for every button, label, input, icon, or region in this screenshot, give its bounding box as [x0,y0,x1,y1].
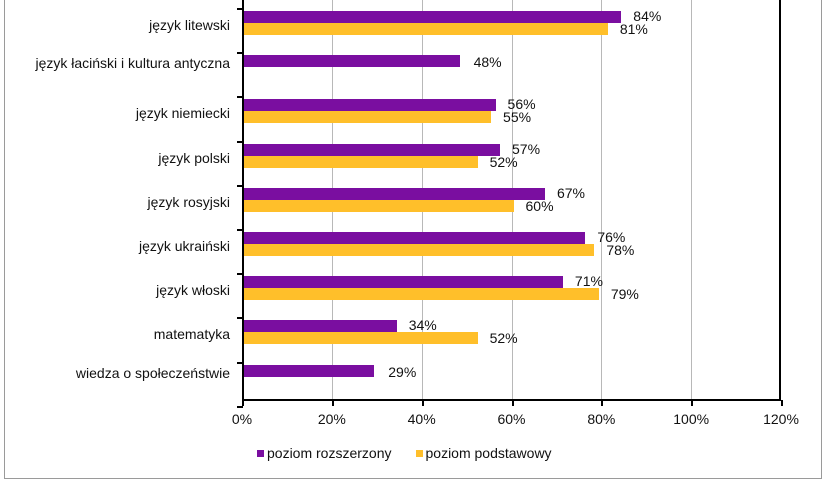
y-tick [237,273,243,276]
bar-rozszerzony [244,320,397,333]
x-tick [421,400,424,406]
bar-podstawowy [244,332,478,345]
value-label: 67% [556,184,585,201]
bar-podstawowy [244,23,608,35]
value-label: 71% [574,273,603,290]
legend-label: poziom podstawowy [425,445,552,461]
y-tick [237,96,243,99]
x-tick [781,400,783,406]
x-tick-label: 100% [673,411,710,427]
x-tick [691,400,694,406]
y-tick [237,405,243,408]
value-label: 55% [503,109,532,126]
legend-label: poziom rozszerzony [267,445,392,461]
value-label: 79% [610,286,639,303]
y-tick [237,52,243,55]
category-label: język polski [158,149,230,166]
bar-rozszerzony [244,276,563,289]
value-label: 76% [597,229,626,245]
legend-swatch-yellow [415,449,423,457]
category-label: język niemiecki [135,105,230,122]
bar-podstawowy [244,111,492,124]
bar-rozszerzony [244,364,375,377]
category-label: język rosyjski [147,193,230,210]
value-label: 48% [473,54,502,71]
x-tick-label: 60% [497,411,526,427]
bar-rozszerzony [244,187,545,200]
y-tick [237,140,243,143]
category-label: język litewski [149,17,230,33]
bar-podstawowy [244,155,478,168]
y-tick [237,184,243,187]
x-tick [242,400,244,406]
plot-area: 84% 81% 48% 56% 55% 57% 52% 67% 60% 76% 78% 71% 79% 3… [237,0,783,408]
bar-rozszerzony [244,99,496,112]
value-label: 78% [606,242,635,258]
gridline [691,0,693,399]
bar-rozszerzony [244,55,460,68]
value-label: 81% [619,21,648,37]
category-label: wiedza o społeczeństwie [75,364,230,381]
bar-podstawowy [244,199,514,212]
category-label: matematyka [153,326,230,343]
bar-podstawowy [244,288,599,301]
y-tick [237,8,243,10]
y-tick [237,361,243,364]
bar-rozszerzony [244,232,586,244]
value-label: 57% [512,140,541,157]
legend-item-podstawowy: poziom podstawowy [415,445,552,461]
value-label: 29% [388,363,417,380]
y-tick [237,317,243,320]
value-label: 52% [489,330,518,347]
x-tick-label: 40% [407,411,436,427]
value-label: 84% [633,8,662,24]
category-label: język ukraiński [138,238,230,254]
category-label: język włoski [156,282,230,299]
bar-rozszerzony [244,143,501,156]
legend: poziom rozszerzony poziom podstawowy [257,445,552,461]
value-label: 34% [408,317,437,334]
category-label: język łaciński i kultura antyczna [35,55,230,72]
x-tick-label: 0% [231,411,253,427]
x-tick-label: 20% [317,411,346,427]
legend-swatch-purple [257,449,264,457]
x-tick [331,400,334,406]
gridline [601,0,603,399]
legend-item-rozszerzony: poziom rozszerzony [257,445,392,461]
bar-rozszerzony [244,11,622,23]
value-label: 52% [489,153,518,170]
x-tick [601,400,604,406]
bar-podstawowy [244,244,595,256]
y-tick [237,229,243,231]
value-label: 60% [525,197,554,214]
value-label: 56% [507,96,536,113]
x-tick-label: 80% [587,411,616,427]
x-tick-label: 120% [763,411,799,427]
x-tick [511,400,514,406]
